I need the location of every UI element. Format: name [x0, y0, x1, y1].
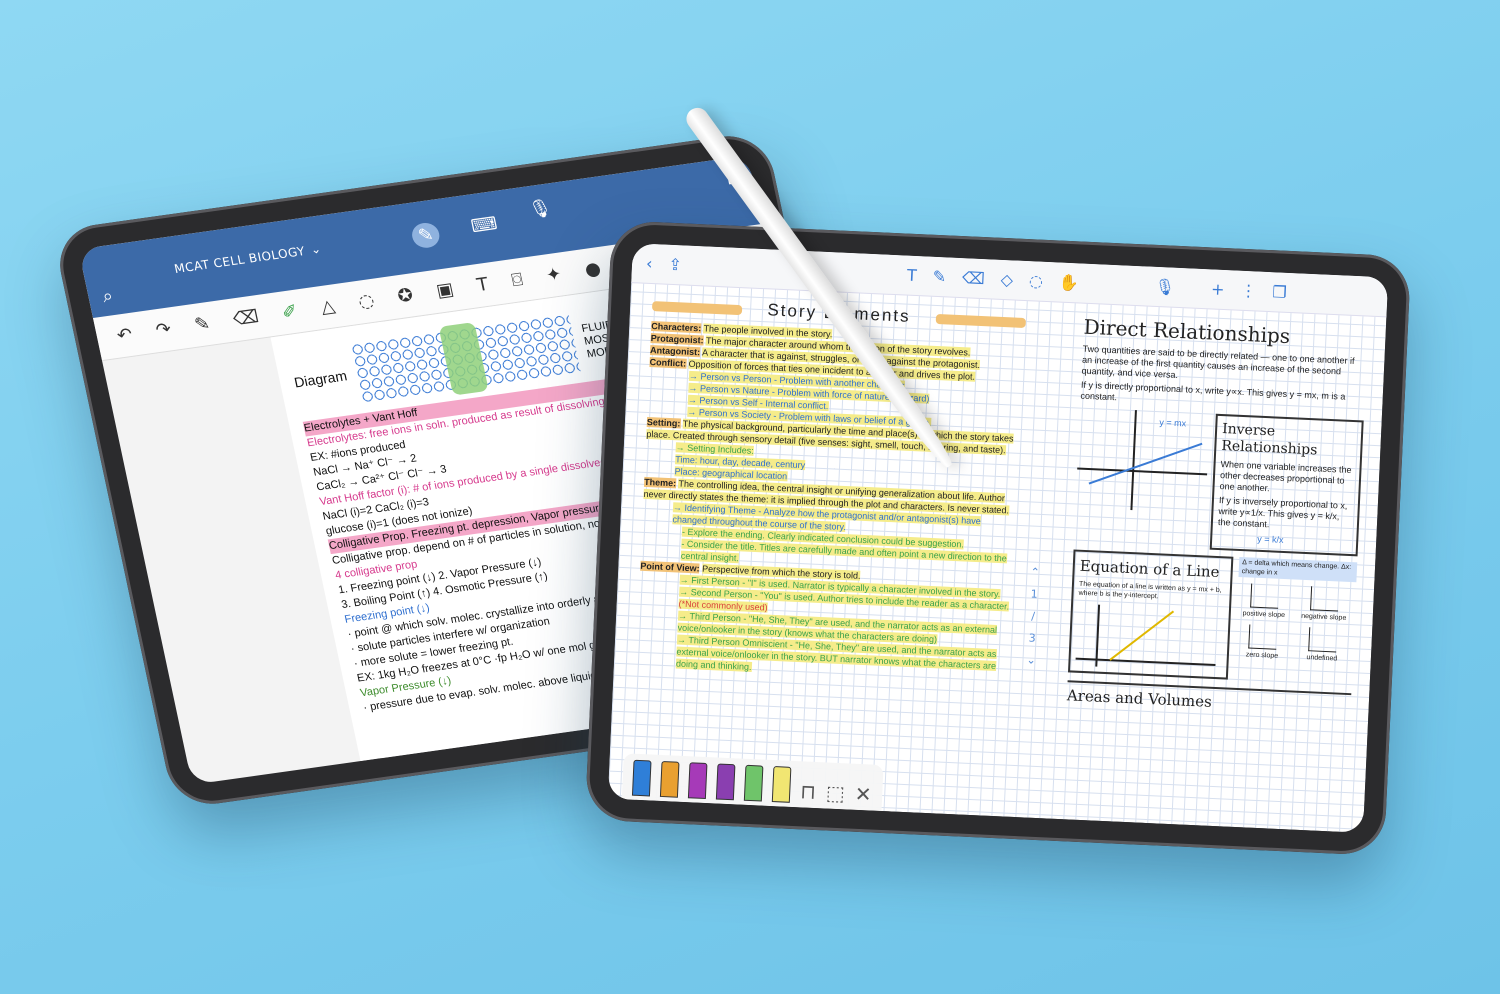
direct-equation: y = mx [1159, 417, 1187, 429]
shapes-icon[interactable]: △ [318, 295, 337, 318]
lasso-select-icon[interactable]: ⬚ [825, 780, 846, 806]
slope-axes [1248, 624, 1278, 650]
slope-caption: zero slope [1245, 651, 1279, 660]
highlighter-yellow-tool[interactable] [771, 766, 792, 803]
story-page[interactable]: Story Elements Characters: The people in… [624, 290, 1034, 765]
pen-tray: ⊓ ⬚ ✕ [621, 753, 884, 811]
laser-icon[interactable]: ✦ [544, 263, 564, 287]
diagram-label: Diagram [292, 366, 349, 390]
chevron-down-icon[interactable]: ⌄ [309, 241, 323, 257]
slope-example: undefined [1295, 627, 1351, 664]
marker-purple-tool[interactable] [687, 762, 708, 800]
inverse-text: When one variable increases the other de… [1219, 459, 1352, 494]
story-term: Setting: [646, 416, 681, 429]
camera-icon[interactable]: ⌼ [509, 269, 525, 292]
slope-example: negative slope [1297, 586, 1353, 623]
microphone-icon[interactable]: 🎙 [1154, 276, 1176, 297]
math-page[interactable]: Direct Relationships Two quantities are … [1053, 309, 1376, 832]
notebook-title-button[interactable]: MCAT CELL BIOLOGY ⌄ [173, 242, 323, 276]
shapes-icon[interactable]: ◇ [1000, 269, 1014, 290]
line-box: Equation of a Line The equation of a lin… [1067, 549, 1234, 680]
story-lines: Characters: The people involved in the s… [636, 320, 1025, 685]
close-icon[interactable]: ✕ [854, 781, 873, 807]
chevron-up-icon[interactable]: ⌃ [1030, 565, 1040, 579]
lasso-icon[interactable]: ◌ [1028, 271, 1044, 291]
redo-icon[interactable]: ↷ [153, 318, 174, 342]
add-icon[interactable]: + [1210, 279, 1225, 300]
search-icon[interactable]: ⌕ [100, 285, 115, 308]
areas-title: Areas and Volumes [1066, 680, 1352, 719]
inverse-box: Inverse Relationships When one variable … [1209, 413, 1364, 557]
line-text: The equation of a line is written as y =… [1078, 580, 1222, 601]
more-icon[interactable]: ⋮ [1240, 280, 1257, 301]
chevron-down-icon[interactable]: ⌄ [1026, 653, 1037, 667]
text-icon[interactable]: T [906, 265, 918, 286]
page-current: 1 [1030, 587, 1038, 601]
pen-purple-tool[interactable] [715, 763, 736, 801]
pen-mode-icon[interactable]: ✎ [409, 221, 442, 250]
keyboard-icon[interactable]: ⌨ [469, 213, 500, 238]
eraser-icon[interactable]: ⌫ [961, 268, 986, 289]
inverse-equation: y = k/x [1257, 533, 1284, 545]
page-navigator[interactable]: ⌃ 1 / 3 ⌄ [1026, 562, 1040, 672]
pages-icon[interactable]: ❐ [1271, 282, 1288, 302]
slope-axes [1308, 627, 1338, 653]
microphone-icon[interactable]: 🎙 [526, 197, 554, 222]
highlighter-icon[interactable]: ✐ [280, 300, 300, 324]
story-term: Point of View: [640, 560, 700, 574]
inverse-title: Inverse Relationships [1221, 421, 1318, 459]
slope-caption: positive slope [1242, 610, 1286, 620]
story-term: Conflict: [649, 357, 687, 369]
eraser-icon[interactable]: ⌫ [231, 306, 261, 331]
image-icon[interactable]: ▣ [434, 278, 456, 302]
story-term: Theme: [643, 476, 677, 489]
hand-icon[interactable]: ✋ [1058, 272, 1080, 293]
highlighter-orange-tool[interactable] [659, 760, 680, 798]
sticker-icon[interactable]: ✪ [395, 284, 416, 308]
notebook-title[interactable]: MCAT CELL BIOLOGY [172, 243, 307, 277]
fountain-pen-tool[interactable] [631, 759, 652, 797]
share-icon[interactable]: ⇪ [668, 254, 683, 275]
pen-green-tool[interactable] [743, 764, 764, 802]
text-icon[interactable]: T [475, 273, 491, 296]
line-title: Equation of a Line [1079, 556, 1220, 582]
slope-axes [1250, 583, 1280, 609]
inverse-text-2: If y is inversely proportional to x, wri… [1217, 494, 1348, 530]
slope-caption: undefined [1306, 654, 1338, 663]
pen-icon[interactable]: ✎ [192, 313, 212, 336]
right-ipad: ‹ ⇪ ↶ T ✎ ⌫ ◇ ◌ ✋ 🎙 + ⋮ ❐ Story Elements… [584, 220, 1412, 856]
slope-axes [1310, 586, 1340, 612]
direct-graph: y = mx [1075, 408, 1209, 514]
line-graph [1075, 604, 1224, 673]
slope-diagrams: positive slope negative slope zero slope un… [1235, 583, 1356, 664]
slope-caption: negative slope [1301, 612, 1347, 622]
slope-example: positive slope [1237, 583, 1293, 620]
ruler-icon[interactable]: ⊓ [799, 779, 817, 804]
lasso-icon[interactable]: ◌ [356, 289, 377, 313]
line-side-column: Δ = delta which means change. Δx: change… [1235, 556, 1358, 664]
right-ipad-screen: ‹ ⇪ ↶ T ✎ ⌫ ◇ ◌ ✋ 🎙 + ⋮ ❐ Story Elements… [607, 243, 1389, 833]
back-icon[interactable]: ‹ [645, 253, 653, 274]
pen-icon[interactable]: ✎ [932, 266, 947, 287]
line-note: Δ = delta which means change. Δx: change… [1238, 556, 1358, 583]
undo-icon[interactable]: ↶ [115, 323, 135, 347]
slope-example: zero slope [1235, 624, 1291, 661]
color-black[interactable]: ● [582, 258, 603, 281]
page-total: 3 [1028, 631, 1036, 645]
